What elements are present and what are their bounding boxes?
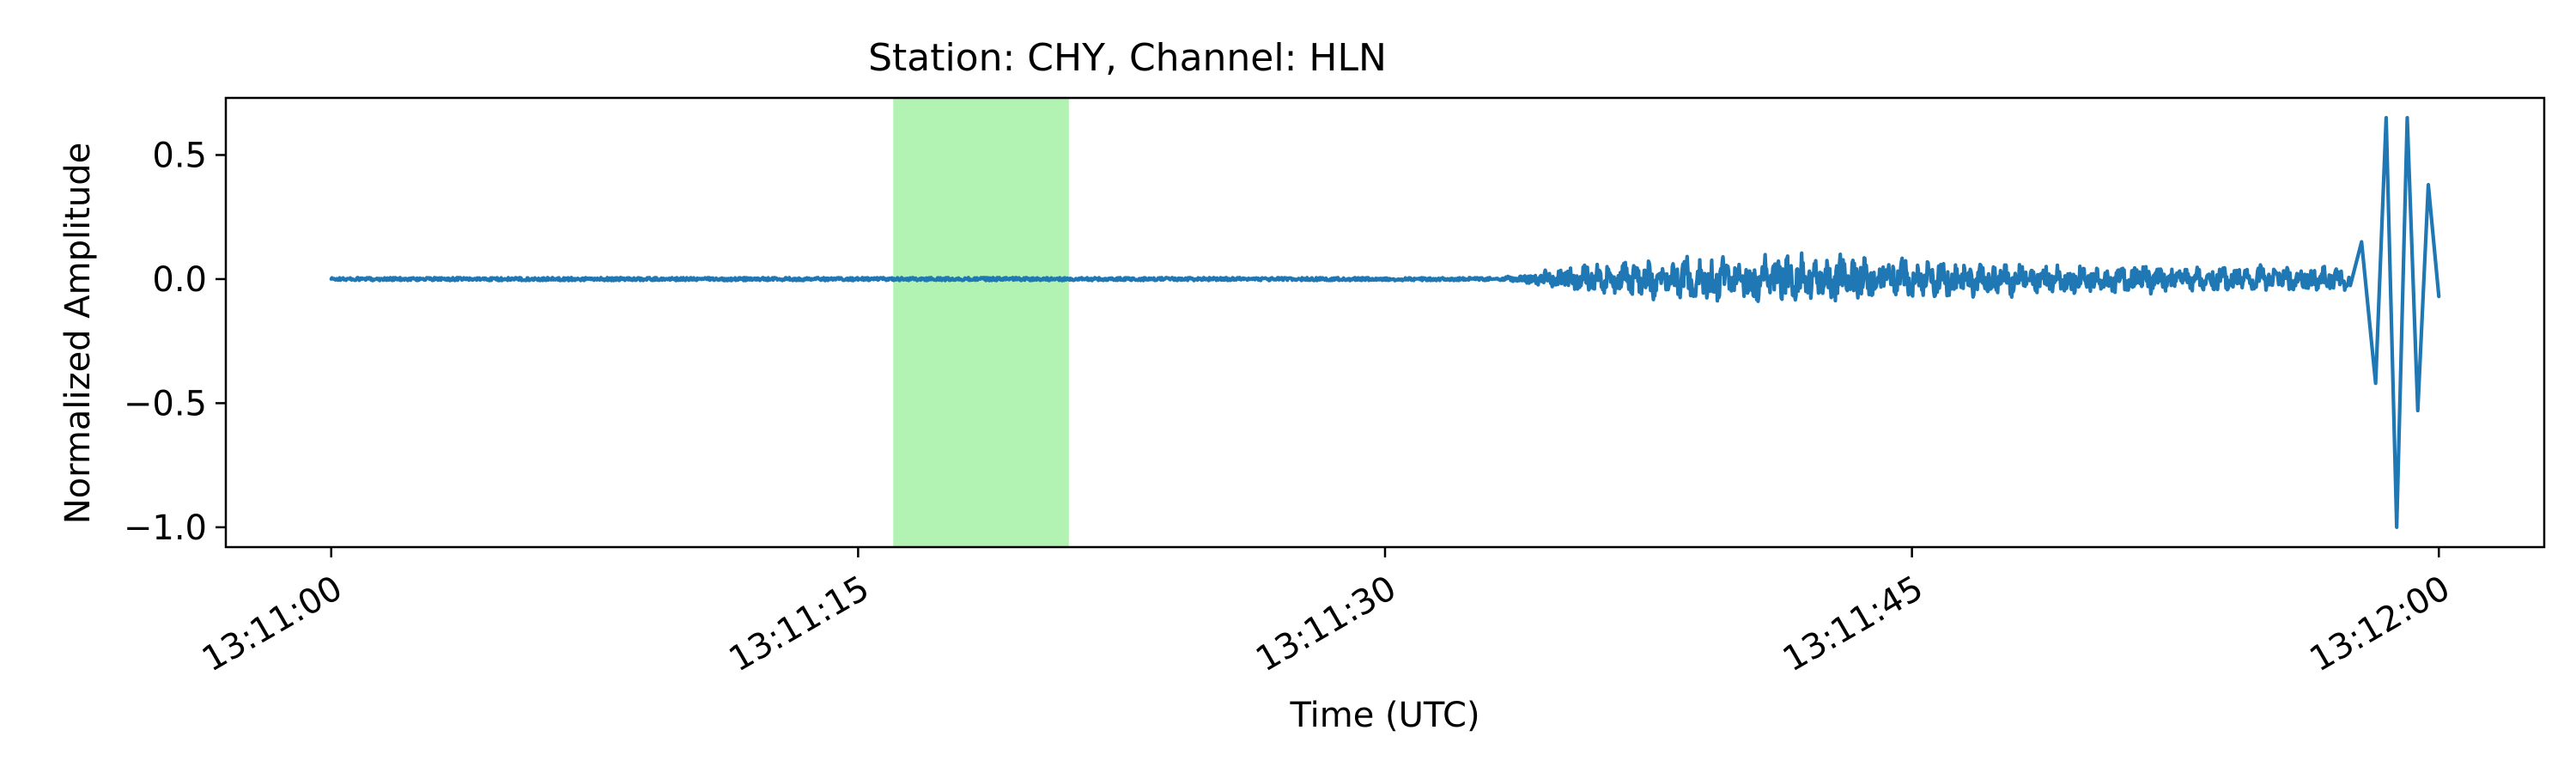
x-tick-label: 13:11:45 <box>1777 569 1930 680</box>
y-tick-label: 0.5 <box>152 136 207 175</box>
axes-frame <box>224 96 2546 549</box>
plot-area: 13:11:00 13:11:15 13:11:30 13:11:45 13:12:00… <box>124 96 2546 680</box>
y-tick-label: 0.0 <box>152 260 207 300</box>
x-tick-label: 13:11:15 <box>723 569 877 680</box>
x-tick-label: 13:12:00 <box>2303 569 2457 680</box>
x-axis-label: Time (UTC) <box>1289 696 1479 735</box>
x-tick-label: 13:11:30 <box>1249 569 1403 680</box>
y-tick-label: −1.0 <box>124 508 207 548</box>
highlight-span <box>893 98 1069 547</box>
y-axis-label: Normalized Amplitude <box>58 143 98 525</box>
x-tick-label: 13:11:00 <box>196 569 349 680</box>
y-tick-label: −0.5 <box>124 384 207 423</box>
chart-title: Station: CHY, Channel: HLN <box>868 36 1387 80</box>
waveform-line <box>329 116 2441 529</box>
